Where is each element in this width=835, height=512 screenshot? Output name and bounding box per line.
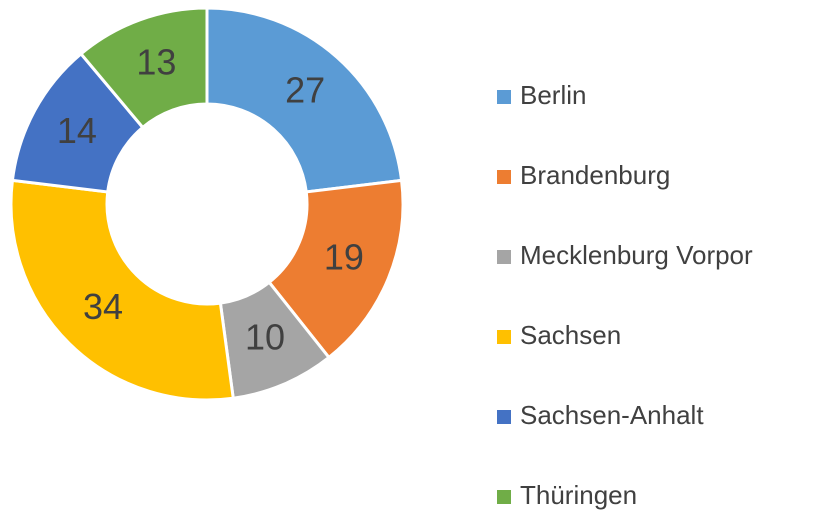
- legend-swatch: [497, 90, 511, 104]
- legend-swatch: [497, 330, 511, 344]
- data-label: 13: [136, 41, 176, 82]
- data-label: 10: [245, 317, 285, 358]
- legend-swatch: [497, 250, 511, 264]
- data-label: 27: [285, 70, 325, 111]
- legend-label: Sachsen: [520, 320, 621, 350]
- donut-slice: [78, 6, 209, 130]
- donut-slice: [267, 178, 405, 360]
- legend-label: Mecklenburg Vorpor: [520, 240, 753, 270]
- donut-slice: [9, 178, 235, 402]
- legend-swatch: [497, 490, 511, 504]
- donut-slice: [205, 6, 404, 194]
- data-label: 14: [57, 110, 97, 151]
- data-label: 19: [324, 237, 364, 278]
- data-label: 34: [83, 286, 123, 327]
- legend-label: Sachsen-Anhalt: [520, 400, 704, 430]
- legend-label: Berlin: [520, 80, 586, 110]
- legend-label: Brandenburg: [520, 160, 670, 190]
- legend-label: Thüringen: [520, 480, 637, 510]
- legend-swatch: [497, 170, 511, 184]
- legend-swatch: [497, 410, 511, 424]
